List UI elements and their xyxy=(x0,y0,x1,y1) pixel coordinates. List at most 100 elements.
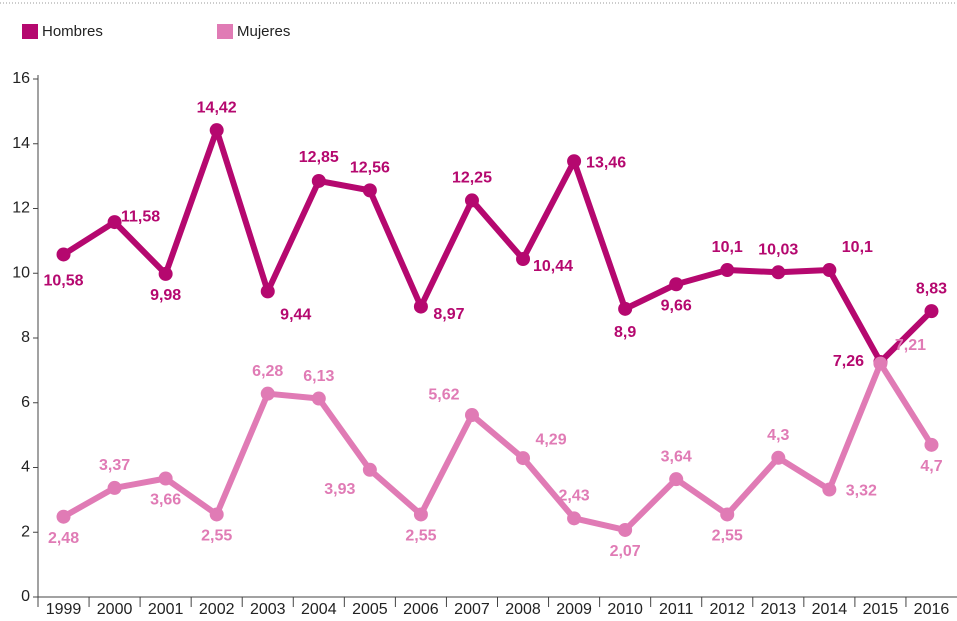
x-tick-label: 1999 xyxy=(46,601,82,618)
data-label: 10,1 xyxy=(712,239,743,256)
y-tick-label: 14 xyxy=(12,135,30,152)
point xyxy=(362,183,377,198)
x-tick-label: 2010 xyxy=(607,601,643,618)
y-tick-label: 4 xyxy=(21,459,30,476)
point xyxy=(311,391,326,406)
data-label: 6,28 xyxy=(252,363,283,380)
point xyxy=(873,356,888,371)
data-label: 9,98 xyxy=(150,287,181,304)
data-label: 2,07 xyxy=(610,543,641,560)
legend-swatch xyxy=(22,24,38,39)
point xyxy=(260,386,275,401)
data-label: 8,9 xyxy=(614,324,636,341)
point xyxy=(362,462,377,477)
data-label: 10,1 xyxy=(842,239,873,256)
legend-label: Hombres xyxy=(42,23,103,40)
data-label: 7,26 xyxy=(833,353,864,370)
data-label: 3,66 xyxy=(150,492,181,509)
data-label: 3,37 xyxy=(99,457,130,474)
y-tick-label: 6 xyxy=(21,394,30,411)
point xyxy=(107,215,122,230)
data-label: 2,55 xyxy=(201,528,232,545)
point xyxy=(822,482,837,497)
point xyxy=(158,471,173,486)
point xyxy=(209,507,224,522)
x-tick-label: 2000 xyxy=(97,601,133,618)
x-tick-label: 2015 xyxy=(863,601,899,618)
point xyxy=(107,480,122,495)
x-tick-label: 2016 xyxy=(914,601,950,618)
point xyxy=(413,507,428,522)
data-label: 13,46 xyxy=(586,154,626,171)
x-tick-label: 2007 xyxy=(454,601,490,618)
y-tick-label: 2 xyxy=(21,523,30,540)
data-label: 4,7 xyxy=(920,458,942,475)
y-tick-label: 16 xyxy=(12,70,30,87)
legend-swatch xyxy=(217,24,233,39)
point xyxy=(567,511,582,526)
x-tick-label: 2013 xyxy=(761,601,797,618)
data-label: 2,48 xyxy=(48,530,79,547)
data-label: 12,56 xyxy=(350,160,390,177)
x-tick-label: 2002 xyxy=(199,601,235,618)
legend-label: Mujeres xyxy=(237,23,290,40)
x-tick-label: 2005 xyxy=(352,601,388,618)
point xyxy=(669,277,684,292)
data-label: 9,44 xyxy=(280,307,311,324)
x-tick-label: 2006 xyxy=(403,601,439,618)
point xyxy=(413,299,428,314)
data-label: 4,29 xyxy=(535,431,566,448)
point xyxy=(822,263,837,278)
point xyxy=(516,451,531,466)
data-label: 8,83 xyxy=(916,280,947,297)
data-label: 7,21 xyxy=(895,337,926,354)
point xyxy=(618,301,633,316)
point xyxy=(158,266,173,281)
series-line xyxy=(62,360,935,533)
x-tick-label: 2009 xyxy=(556,601,592,618)
data-label: 12,85 xyxy=(299,149,339,166)
x-tick-label: 2008 xyxy=(505,601,541,618)
data-label: 2,43 xyxy=(559,488,590,505)
y-tick-label: 8 xyxy=(21,329,30,346)
point xyxy=(464,408,479,423)
x-tick-label: 2012 xyxy=(709,601,745,618)
data-label: 10,44 xyxy=(533,258,573,275)
point xyxy=(771,450,786,465)
point xyxy=(464,193,479,208)
point xyxy=(771,265,786,280)
data-label: 10,03 xyxy=(758,241,798,258)
point xyxy=(209,123,224,138)
data-label: 2,55 xyxy=(405,528,436,545)
y-tick-label: 10 xyxy=(12,264,30,281)
point xyxy=(311,173,326,188)
point xyxy=(720,263,735,278)
data-label: 8,97 xyxy=(433,306,464,323)
point xyxy=(260,284,275,299)
x-tick-label: 2003 xyxy=(250,601,286,618)
x-tick-label: 2004 xyxy=(301,601,337,618)
point xyxy=(516,252,531,267)
data-label: 9,66 xyxy=(661,297,692,314)
point xyxy=(56,247,71,262)
point xyxy=(924,304,939,319)
data-label: 10,58 xyxy=(44,273,84,290)
data-label: 11,58 xyxy=(121,208,160,225)
point xyxy=(924,437,939,452)
series-line xyxy=(61,127,934,365)
x-tick-label: 2014 xyxy=(812,601,848,618)
data-label: 3,64 xyxy=(661,448,692,465)
y-tick-label: 0 xyxy=(21,588,30,605)
data-label: 14,42 xyxy=(197,99,237,116)
point xyxy=(720,507,735,522)
point xyxy=(669,472,684,487)
data-label: 3,93 xyxy=(324,481,355,498)
data-label: 5,62 xyxy=(428,386,459,403)
x-tick-label: 2011 xyxy=(659,601,694,618)
data-label: 2,55 xyxy=(712,528,743,545)
point xyxy=(567,154,582,169)
y-tick-label: 12 xyxy=(12,200,30,217)
x-tick-label: 2001 xyxy=(148,601,184,618)
data-label: 3,32 xyxy=(846,483,877,500)
